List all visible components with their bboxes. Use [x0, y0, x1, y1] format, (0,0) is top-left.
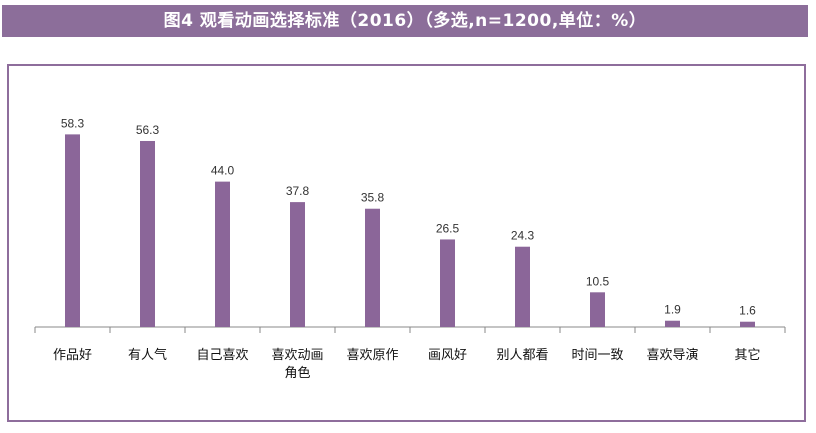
bar: [365, 208, 380, 327]
value-label: 1.9: [664, 303, 681, 317]
category-label: 有人气: [128, 347, 167, 363]
value-label: 37.8: [286, 184, 310, 198]
value-label: 56.3: [136, 123, 160, 137]
bar: [65, 134, 80, 327]
value-label: 26.5: [436, 221, 460, 235]
bar: [440, 239, 455, 327]
bar: [215, 181, 230, 327]
bar: [740, 321, 755, 327]
bar: [590, 292, 605, 327]
value-label: 44.0: [211, 164, 235, 178]
category-label: 其它: [734, 347, 760, 363]
chart-title: 图4 观看动画选择标准（2016）（多选,n=1200,单位：%）: [2, 5, 808, 37]
bar: [665, 320, 680, 327]
category-label: 画风好: [428, 348, 467, 363]
value-label: 24.3: [511, 229, 535, 243]
category-label: 喜欢原作: [346, 348, 398, 363]
category-label: 角色: [284, 365, 310, 381]
category-label: 作品好: [53, 348, 92, 363]
value-label: 1.6: [739, 304, 756, 318]
bar: [290, 202, 305, 327]
category-label: 自己喜欢: [196, 348, 248, 363]
value-label: 10.5: [586, 274, 610, 288]
category-label: 喜欢动画: [271, 348, 323, 363]
value-label: 58.3: [61, 116, 85, 130]
category-label: 喜欢导演: [646, 347, 698, 363]
category-label: 别人都看: [496, 347, 548, 363]
bar: [140, 140, 155, 327]
category-label: 时间一致: [571, 348, 623, 363]
bar: [515, 246, 530, 327]
chart-frame: 58.3 作品好 56.3 有人气 44.0 自己喜欢 37.8 喜欢动画角色 35.8 喜欢原作…: [7, 64, 806, 422]
value-label: 35.8: [361, 191, 385, 205]
